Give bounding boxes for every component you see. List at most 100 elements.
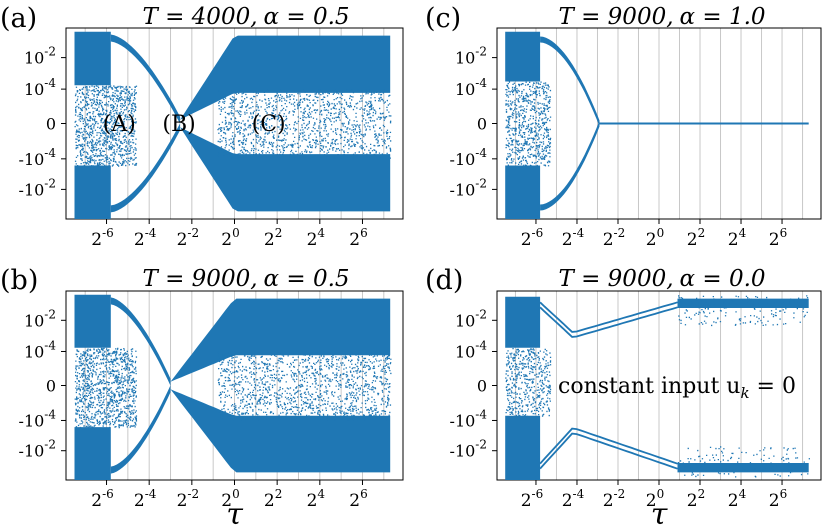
x-tick-label: 22 bbox=[687, 487, 705, 511]
x-tick-label: 2-4 bbox=[134, 487, 157, 511]
annotation-text: constant input uk = 0 bbox=[558, 374, 796, 402]
lower-chaos bbox=[505, 165, 541, 219]
x-axis-label: τ bbox=[651, 497, 668, 527]
lower-band bbox=[180, 127, 391, 212]
x-tick-label: 22 bbox=[264, 226, 282, 250]
y-tick-label: 0 bbox=[46, 115, 56, 134]
upper-orbit-line bbox=[539, 306, 678, 338]
y-tick-label: 10-4 bbox=[24, 76, 56, 99]
y-tick-label: 0 bbox=[477, 377, 487, 396]
y-tick-label: 10-2 bbox=[455, 307, 487, 330]
panel-label: (c) bbox=[425, 3, 461, 34]
panel-title: T = 9000, α = 0.0 bbox=[558, 266, 765, 292]
upper-chaos bbox=[505, 296, 541, 348]
panel-a: 2-6 2-4 2-2 20 22 24 26 10-2 10-4 0 -10-4 -10-2 (A) (… bbox=[0, 3, 404, 250]
upper-band bbox=[170, 298, 391, 382]
lower-branch bbox=[110, 385, 171, 474]
y-tick-label: 0 bbox=[477, 115, 487, 134]
x-tick-label: 2-2 bbox=[603, 487, 626, 511]
y-tick-label: 10-4 bbox=[24, 338, 56, 361]
x-tick-label: 22 bbox=[687, 226, 705, 250]
x-tick-label: 2-2 bbox=[603, 226, 626, 250]
y-tick-label: -10-2 bbox=[19, 438, 56, 461]
scatter-points bbox=[505, 81, 552, 167]
panel-label: (b) bbox=[0, 265, 38, 296]
y-tick-label: 10-4 bbox=[455, 76, 487, 99]
panel-label: (d) bbox=[425, 265, 463, 296]
x-axis-label: τ bbox=[226, 497, 243, 527]
panel-title: T = 9000, α = 0.5 bbox=[142, 266, 349, 292]
lower-orbit-line bbox=[539, 427, 678, 465]
x-tick-label: 26 bbox=[349, 226, 367, 250]
x-tick-label: 2-6 bbox=[521, 226, 544, 250]
y-tick-label: -10-2 bbox=[450, 176, 487, 199]
lower-orbit-line bbox=[539, 432, 678, 470]
panel-label: (a) bbox=[0, 3, 37, 34]
x-tick-label: 24 bbox=[728, 487, 747, 511]
x-tick-label: 26 bbox=[769, 487, 787, 511]
y-tick-label: -10-4 bbox=[19, 407, 57, 430]
x-tick-label: 26 bbox=[769, 226, 787, 250]
x-tick-label: 20 bbox=[221, 226, 239, 250]
x-tick-label: 20 bbox=[221, 487, 239, 511]
data-series bbox=[74, 294, 392, 480]
data-series bbox=[505, 295, 810, 480]
x-tick-label: 24 bbox=[307, 226, 326, 250]
x-tick-label: 2-4 bbox=[562, 226, 585, 250]
panel-b: 2-6 2-4 2-2 20 22 24 26 10-2 10-4 0 -10-4 -10-2 (b) T… bbox=[0, 265, 404, 527]
scatter-points bbox=[217, 89, 392, 160]
upper-chaos bbox=[505, 31, 541, 82]
y-tick-label: 10-2 bbox=[24, 307, 56, 330]
x-tick-label: 24 bbox=[728, 226, 747, 250]
data-series bbox=[74, 31, 392, 219]
y-tick-label: -10-2 bbox=[19, 176, 56, 199]
lower-chaos bbox=[74, 165, 111, 219]
y-tick-label: 10-2 bbox=[24, 45, 56, 68]
x-tick-label: 24 bbox=[307, 487, 326, 511]
region-label: (B) bbox=[162, 112, 195, 137]
data-series bbox=[505, 31, 809, 219]
upper-branch bbox=[110, 297, 171, 386]
upper-band bbox=[677, 298, 809, 308]
scatter-points bbox=[217, 351, 392, 421]
lower-chaos bbox=[505, 415, 541, 480]
upper-branch bbox=[540, 36, 600, 127]
x-tick-label: 2-6 bbox=[91, 226, 114, 250]
lower-branch bbox=[110, 123, 181, 213]
scatter-points bbox=[677, 295, 810, 478]
x-tick-label: 2-6 bbox=[521, 487, 544, 511]
y-tick-label: -10-4 bbox=[450, 146, 488, 169]
x-tick-label: 20 bbox=[646, 226, 664, 250]
panel-title: T = 9000, α = 1.0 bbox=[558, 4, 765, 30]
scatter-points bbox=[74, 347, 138, 429]
upper-chaos bbox=[74, 294, 111, 348]
y-tick-label: 10-2 bbox=[455, 45, 487, 68]
lower-band bbox=[170, 389, 391, 473]
x-tick-label: 2-4 bbox=[134, 226, 157, 250]
scatter-points bbox=[74, 85, 138, 167]
lower-chaos bbox=[74, 427, 111, 480]
upper-band bbox=[180, 35, 391, 120]
x-tick-label: 22 bbox=[264, 487, 282, 511]
y-tick-label: -10-4 bbox=[19, 146, 57, 169]
panel-d: 2-6 2-4 2-2 20 22 24 26 10-2 10-4 0 -10-4 -10-2 cons… bbox=[425, 265, 822, 527]
panel-title: T = 4000, α = 0.5 bbox=[142, 4, 349, 30]
y-tick-label: 0 bbox=[46, 377, 56, 396]
x-tick-label: 2-4 bbox=[562, 487, 585, 511]
x-tick-label: 20 bbox=[646, 487, 664, 511]
x-tick-label: 2-2 bbox=[177, 487, 200, 511]
x-tick-label: 2-6 bbox=[91, 487, 114, 511]
scatter-points bbox=[505, 348, 552, 417]
y-tick-label: -10-4 bbox=[450, 407, 488, 430]
panel-c: 2-6 2-4 2-2 20 22 24 26 10-2 10-4 0 -10-4 -10-2 (c) T… bbox=[425, 3, 822, 250]
region-label: (A) bbox=[103, 112, 136, 137]
upper-chaos bbox=[74, 31, 111, 86]
region-label: (C) bbox=[252, 112, 286, 137]
y-tick-label: 10-4 bbox=[455, 338, 487, 361]
x-tick-label: 2-2 bbox=[177, 226, 200, 250]
y-tick-label: -10-2 bbox=[450, 438, 487, 461]
upper-orbit-line bbox=[539, 301, 678, 333]
upper-branch bbox=[110, 34, 181, 124]
x-tick-label: 26 bbox=[349, 487, 367, 511]
